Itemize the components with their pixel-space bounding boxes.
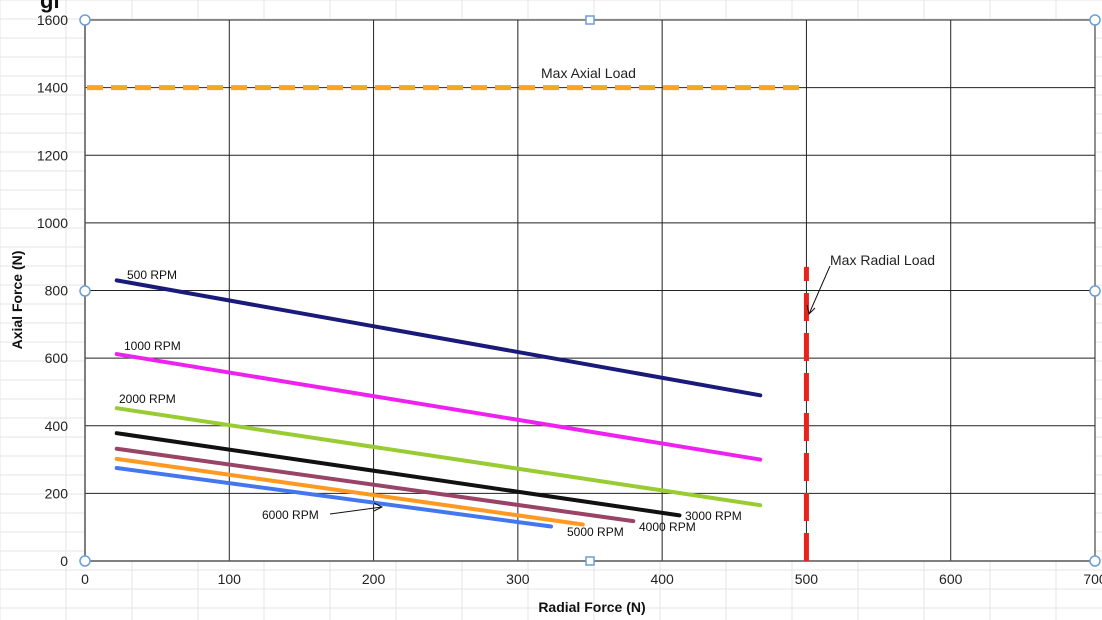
x-tick-label: 400 xyxy=(650,571,674,587)
x-tick-label: 600 xyxy=(939,571,963,587)
y-tick-label: 1400 xyxy=(37,80,68,96)
y-tick-label: 1000 xyxy=(37,215,68,231)
y-tick-label: 1600 xyxy=(37,12,68,28)
series-label: 3000 RPM xyxy=(685,509,742,523)
max-radial-load-label: Max Radial Load xyxy=(830,252,935,268)
label-arrow xyxy=(329,506,383,515)
series-line xyxy=(114,446,636,524)
series-label: 2000 RPM xyxy=(119,392,176,406)
series-label: 6000 RPM xyxy=(262,508,319,522)
y-tick-label: 400 xyxy=(45,418,69,434)
series-label: 5000 RPM xyxy=(567,525,624,539)
x-axis-title: Radial Force (N) xyxy=(538,599,645,615)
x-tick-label: 700 xyxy=(1083,571,1102,587)
resize-handle xyxy=(585,556,595,566)
header-cutoff-text: gi xyxy=(40,0,60,13)
x-tick-label: 300 xyxy=(506,571,530,587)
series-line xyxy=(114,456,585,527)
series-label: 500 RPM xyxy=(127,268,177,282)
limit-lines xyxy=(87,85,809,561)
tick-labels: 0 100 200 300 400 500 600 700 0 200 400 600 800 1000 1… xyxy=(37,12,1102,587)
x-tick-label: 100 xyxy=(218,571,242,587)
resize-handle xyxy=(1089,14,1101,26)
selection-handles xyxy=(79,14,1101,567)
x-tick-label: 200 xyxy=(362,571,386,587)
resize-handle xyxy=(79,285,91,297)
x-tick-label: 0 xyxy=(81,571,89,587)
y-tick-label: 800 xyxy=(45,283,69,299)
y-tick-label: 600 xyxy=(45,350,69,366)
series-line xyxy=(114,431,682,518)
resize-handle xyxy=(79,14,91,26)
label-arrow xyxy=(808,265,831,315)
series-label: 1000 RPM xyxy=(124,339,181,353)
resize-handle xyxy=(1089,285,1101,297)
series-line xyxy=(114,352,763,462)
series-line xyxy=(114,466,554,529)
label-arrowhead xyxy=(806,304,816,315)
resize-handle xyxy=(79,555,91,567)
y-axis-title: Axial Force (N) xyxy=(9,251,25,350)
series-line xyxy=(114,278,763,398)
series-label: 4000 RPM xyxy=(639,520,696,534)
series-lines xyxy=(114,278,763,529)
resize-handle xyxy=(585,15,595,25)
max-axial-load-label: Max Axial Load xyxy=(541,65,636,81)
series-line xyxy=(114,406,763,508)
y-tick-label: 200 xyxy=(45,485,69,501)
x-tick-label: 500 xyxy=(795,571,819,587)
label-arrowhead xyxy=(373,502,384,512)
y-tick-label: 1200 xyxy=(37,147,68,163)
y-tick-label: 0 xyxy=(60,553,68,569)
resize-handle xyxy=(1089,555,1101,567)
